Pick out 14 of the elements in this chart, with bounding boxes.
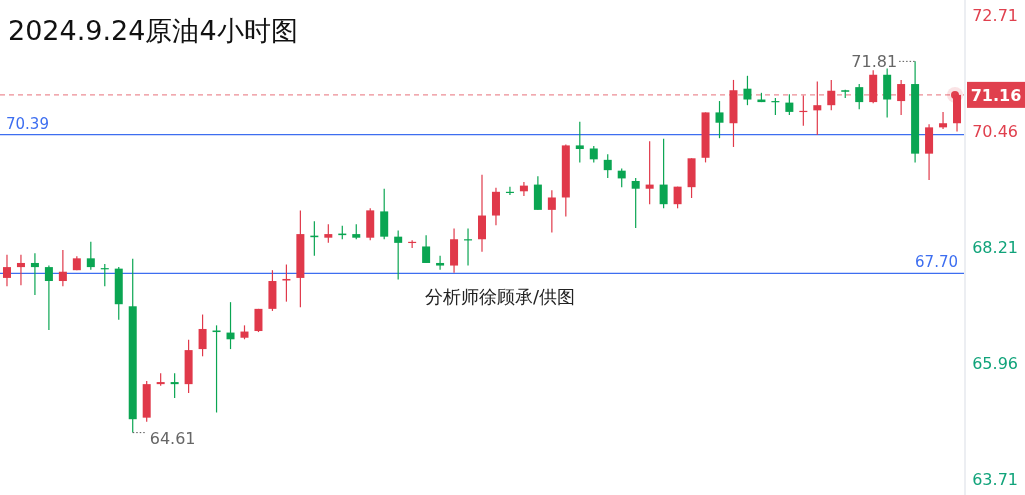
annotation: 71.81 <box>851 52 898 72</box>
y-tick-label: 72.71 <box>972 5 1018 25</box>
y-tick-label: 70.46 <box>972 121 1018 141</box>
annotation-high: 71.81 <box>851 52 916 72</box>
ref-line-label: 71.16 <box>970 85 1022 105</box>
y-tick-label: 63.71 <box>972 470 1018 490</box>
ref-line-label: 70.39 <box>6 114 49 133</box>
y-tick-label: 65.96 <box>972 354 1018 373</box>
text: 2024.9.24原油4小时图 <box>8 15 298 46</box>
ref-line-label: 67.70 <box>915 253 958 272</box>
annotation: 64.61 <box>149 428 196 448</box>
y-tick-label: 68.21 <box>972 237 1018 257</box>
annotation: 分析师徐顾承/供图 <box>424 286 576 307</box>
annotation-low: 64.61 <box>132 428 196 448</box>
